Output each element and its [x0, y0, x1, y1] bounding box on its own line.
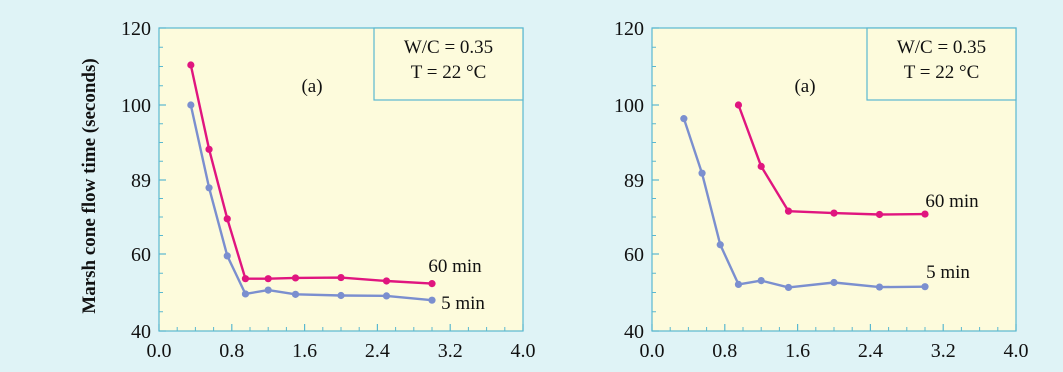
data-point — [205, 184, 213, 192]
annotation-line: W/C = 0.35 — [897, 37, 986, 58]
x-tick-label: 0.0 — [640, 340, 665, 362]
data-point — [830, 209, 838, 217]
data-point — [875, 210, 884, 219]
y-tick-label: 100 — [614, 95, 644, 117]
x-tick-label: 4.0 — [1004, 340, 1029, 362]
y-tick-label: 60 — [624, 244, 644, 266]
x-tick-label: 2.4 — [365, 340, 390, 362]
data-point — [875, 283, 884, 291]
annotation-line: T = 22 °C — [411, 62, 487, 83]
data-point — [223, 215, 231, 223]
data-point — [784, 283, 793, 292]
data-point — [921, 210, 929, 218]
x-tick-label: 1.6 — [785, 340, 810, 362]
data-point — [264, 275, 272, 283]
data-point — [784, 207, 793, 215]
data-point — [241, 275, 250, 283]
data-point — [698, 169, 706, 177]
y-tick-label: 89 — [131, 170, 151, 192]
x-tick-label: 1.6 — [292, 340, 317, 362]
x-tick-label: 0.8 — [219, 340, 244, 362]
annotation-box — [373, 27, 524, 101]
chart-panel-2: W/C = 0.35 T = 22 °C (a) 0.0 0.8 1.6 2.4 3.2 4.0… — [614, 18, 1029, 362]
panel-label: (a) — [301, 76, 322, 97]
series-label: 60 min — [925, 191, 979, 212]
x-tick-label: 4.0 — [511, 340, 536, 362]
x-tick-label: 3.2 — [438, 340, 463, 362]
y-tick-label: 40 — [131, 321, 151, 343]
y-tick-label: 120 — [614, 18, 644, 40]
data-point — [757, 277, 765, 285]
data-point — [337, 273, 345, 282]
data-point — [241, 290, 250, 298]
y-tick-label: 89 — [624, 170, 644, 192]
data-point — [291, 274, 300, 282]
y-tick-label: 40 — [624, 321, 644, 343]
data-point — [921, 283, 929, 291]
y-tick-label: 100 — [121, 95, 151, 117]
annotation-line: T = 22 °C — [904, 62, 980, 83]
data-point — [205, 145, 213, 153]
annotation-line: W/C = 0.35 — [404, 37, 493, 58]
data-point — [337, 291, 345, 300]
series-line-60-min — [737, 104, 926, 216]
data-point — [187, 61, 195, 69]
x-tick-label: 0.8 — [712, 340, 737, 362]
data-point — [680, 115, 688, 123]
x-tick-label: 3.2 — [931, 340, 956, 362]
panel-label: (a) — [794, 76, 815, 97]
x-tick-label: 2.4 — [858, 340, 883, 362]
data-point — [428, 280, 436, 288]
y-tick-label: 60 — [131, 244, 151, 266]
data-point — [291, 290, 300, 298]
x-tick-label: 0.0 — [147, 340, 172, 362]
data-point — [757, 162, 765, 170]
annotation-box — [866, 27, 1017, 101]
data-point — [716, 241, 724, 249]
series-label: 60 min — [428, 256, 482, 277]
series-label: 5 min — [926, 262, 970, 283]
data-point — [187, 101, 195, 109]
data-point — [734, 101, 743, 109]
y-tick-label: 120 — [121, 18, 151, 40]
data-point — [223, 252, 231, 260]
data-point — [382, 277, 391, 285]
data-point — [428, 296, 436, 304]
chart-panel-1: W/C = 0.35 T = 22 °C (a) 0.0 0.8 1.6 2.4 3.2 4.0… — [121, 18, 536, 362]
data-point — [264, 286, 272, 294]
series-label: 5 min — [441, 293, 485, 314]
data-point — [734, 280, 743, 288]
data-point — [830, 278, 838, 287]
data-point — [382, 292, 391, 300]
